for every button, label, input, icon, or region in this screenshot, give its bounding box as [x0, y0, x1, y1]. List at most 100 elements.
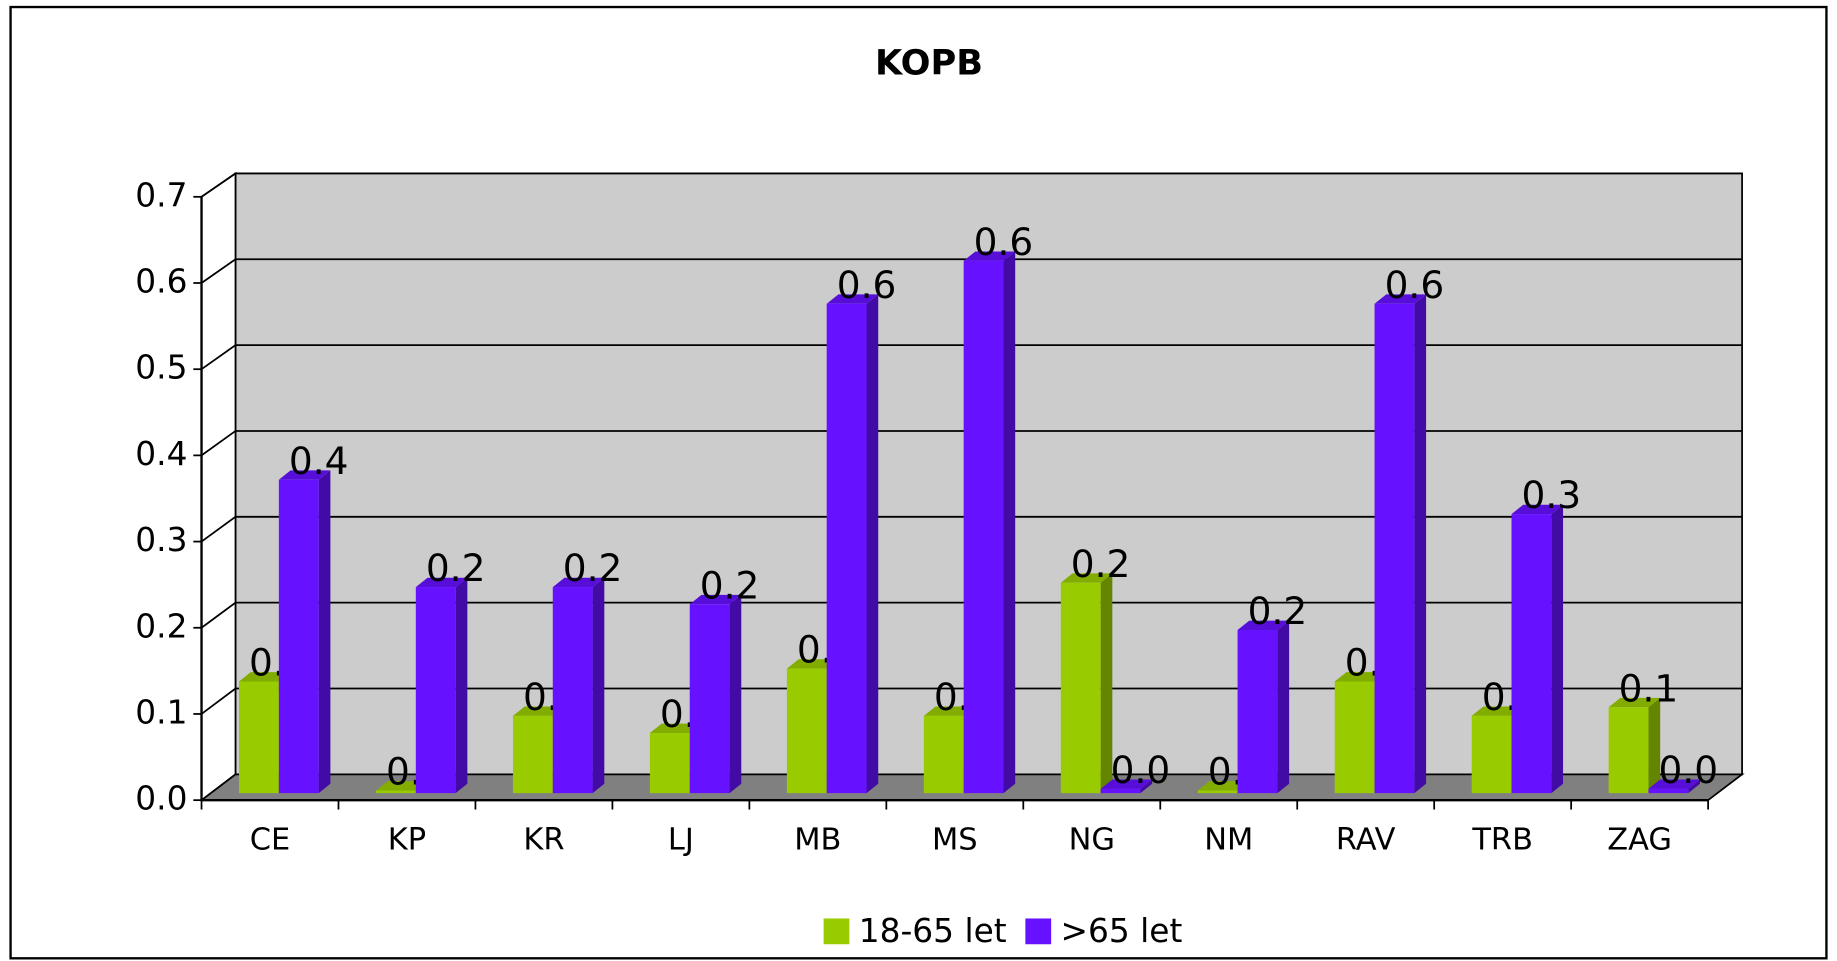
bar	[786, 668, 827, 794]
data-label: 0.3	[1522, 473, 1582, 517]
bar	[1511, 514, 1552, 794]
x-tick-label: CE	[250, 823, 290, 858]
bar	[278, 479, 319, 794]
bar-side	[866, 294, 879, 794]
bar	[1334, 681, 1375, 794]
bar	[375, 790, 416, 794]
bar-top	[1237, 620, 1290, 630]
side-wall	[200, 171, 237, 802]
y-tick-label: 0.6	[135, 263, 187, 301]
x-tick-label: NM	[1204, 823, 1253, 858]
data-label: 0.2	[426, 546, 486, 590]
y-tick-label: 0.4	[135, 435, 187, 473]
x-tick-label: KP	[388, 823, 426, 858]
bar-side	[592, 577, 605, 794]
bar-side	[1551, 504, 1564, 794]
bar-top	[1608, 697, 1661, 708]
y-tick-label: 0.1	[135, 693, 187, 731]
bar-top	[1060, 573, 1113, 583]
grid-line	[201, 344, 1743, 370]
x-tick-label: LJ	[668, 823, 694, 858]
bar	[1608, 707, 1649, 794]
bar-top	[826, 294, 879, 304]
bar-top	[278, 470, 331, 480]
bar-top	[1648, 779, 1701, 789]
data-label: 0.6	[1385, 263, 1445, 307]
bar-top	[552, 577, 605, 588]
bar	[1100, 788, 1141, 794]
bar	[826, 303, 867, 794]
bar-top	[512, 706, 565, 716]
bar-top	[1471, 706, 1524, 716]
y-tick-label: 0.2	[135, 607, 187, 645]
bar	[923, 715, 964, 794]
data-label: 0.6	[974, 220, 1034, 264]
legend-swatch	[1025, 918, 1052, 945]
chart-title: KOPB	[875, 42, 983, 83]
x-tick-label: MB	[794, 823, 841, 858]
bar	[1197, 790, 1238, 794]
data-label: 0.1	[1619, 666, 1679, 710]
bar	[512, 715, 553, 794]
bar	[1237, 629, 1278, 794]
bar-top	[963, 251, 1016, 261]
legend-label: >65 let	[1061, 912, 1183, 950]
y-tick-label: 0.5	[135, 349, 187, 387]
legend-swatch	[823, 918, 850, 945]
bar-side	[1414, 294, 1427, 794]
x-tick-label: NG	[1069, 823, 1115, 858]
y-tick-label: 0.3	[135, 521, 187, 559]
bar-top	[923, 706, 976, 716]
bar	[649, 733, 690, 794]
bar	[415, 587, 456, 794]
grid-line	[201, 515, 1743, 543]
data-label: 0.2	[1248, 589, 1308, 633]
x-tick-label: KR	[523, 823, 564, 858]
bar-side	[1100, 573, 1113, 794]
bar-top	[786, 659, 839, 669]
bar-top	[689, 594, 742, 605]
data-label: 0.2	[1071, 542, 1131, 586]
bar	[1648, 788, 1689, 794]
bar-top	[1334, 672, 1387, 682]
data-label: 0.4	[289, 439, 349, 483]
bar-side	[318, 470, 331, 794]
bar	[1471, 715, 1512, 794]
y-tick-label: 0.7	[135, 176, 187, 214]
bar-side	[1688, 779, 1701, 794]
grid-line	[201, 430, 1743, 457]
bar-top	[1511, 504, 1564, 515]
grid-line	[201, 172, 1743, 198]
data-label: 0.6	[837, 263, 897, 307]
bar-top	[1374, 294, 1427, 304]
bar-side	[1003, 251, 1016, 794]
bar	[963, 260, 1004, 794]
bar-side	[729, 594, 742, 794]
bar-side	[455, 577, 468, 794]
grid-line	[201, 601, 1743, 629]
data-label: 0.0	[1111, 748, 1171, 792]
bar	[1060, 582, 1101, 794]
y-tick-label: 0.0	[135, 780, 187, 818]
bar-top	[1100, 779, 1153, 789]
data-label: 0.2	[700, 563, 760, 607]
bar-side	[1140, 779, 1153, 794]
bar-top	[415, 577, 468, 588]
x-tick-label: TRB	[1471, 823, 1533, 858]
x-tick-label: RAV	[1336, 823, 1396, 858]
bar	[239, 681, 279, 794]
legend-label: 18-65 let	[859, 912, 1007, 950]
x-tick-label: MS	[932, 823, 978, 858]
x-tick-label: ZAG	[1607, 823, 1672, 858]
bar	[689, 604, 730, 794]
bar-top	[239, 672, 291, 682]
bar-side	[1648, 697, 1661, 794]
data-label: 0.0	[1659, 748, 1719, 792]
bar-top	[1197, 781, 1250, 791]
grid-line	[201, 258, 1743, 284]
bar	[552, 587, 593, 794]
bar-top	[649, 723, 702, 734]
bar-top	[375, 781, 428, 791]
